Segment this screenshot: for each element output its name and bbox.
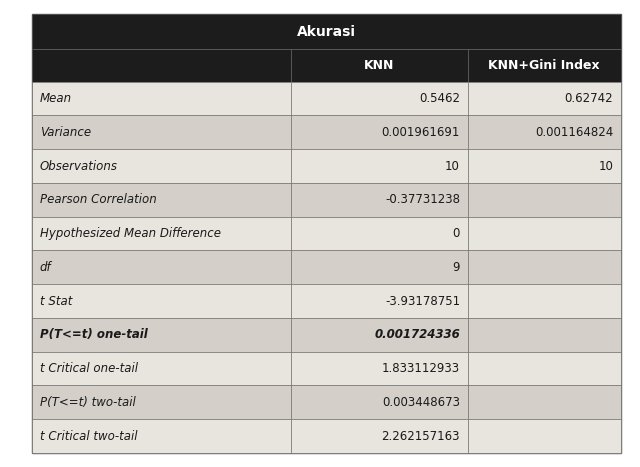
Bar — [468, 419, 621, 453]
Bar — [291, 115, 468, 149]
Text: Mean: Mean — [40, 92, 72, 105]
Text: 0.001164824: 0.001164824 — [535, 126, 613, 139]
Bar — [468, 49, 621, 82]
Text: 2.262157163: 2.262157163 — [381, 430, 460, 443]
Bar — [32, 217, 291, 250]
Text: 0.62742: 0.62742 — [564, 92, 613, 105]
Bar — [468, 149, 621, 183]
Bar — [32, 419, 291, 453]
Bar — [32, 385, 291, 419]
Text: 1.833112933: 1.833112933 — [382, 362, 460, 375]
Bar — [32, 284, 291, 318]
Bar — [468, 82, 621, 115]
Bar — [291, 318, 468, 352]
Bar — [32, 318, 291, 352]
Bar — [468, 284, 621, 318]
Bar — [32, 183, 291, 217]
Text: t Stat: t Stat — [40, 295, 72, 308]
Bar — [32, 149, 291, 183]
Bar — [468, 183, 621, 217]
Bar — [32, 49, 291, 82]
Bar — [32, 82, 291, 115]
Bar — [468, 352, 621, 385]
Bar — [291, 352, 468, 385]
Bar — [468, 217, 621, 250]
Bar — [32, 14, 621, 49]
Text: KNN: KNN — [364, 59, 395, 72]
Text: P(T<=t) one-tail: P(T<=t) one-tail — [40, 328, 147, 341]
Text: t Critical two-tail: t Critical two-tail — [40, 430, 137, 443]
Text: Akurasi: Akurasi — [297, 25, 356, 38]
Bar — [291, 82, 468, 115]
Text: 10: 10 — [598, 160, 613, 173]
Bar — [291, 49, 468, 82]
Text: 9: 9 — [452, 261, 460, 274]
Bar — [32, 250, 291, 284]
Text: Variance: Variance — [40, 126, 91, 139]
Text: Observations: Observations — [40, 160, 118, 173]
Text: 0.003448673: 0.003448673 — [382, 396, 460, 409]
Text: 10: 10 — [445, 160, 460, 173]
Text: -0.37731238: -0.37731238 — [385, 193, 460, 206]
Text: -3.93178751: -3.93178751 — [385, 295, 460, 308]
Text: Hypothesized Mean Difference: Hypothesized Mean Difference — [40, 227, 221, 240]
Bar — [468, 250, 621, 284]
Text: df: df — [40, 261, 51, 274]
Text: Pearson Correlation: Pearson Correlation — [40, 193, 156, 206]
Text: 0.5462: 0.5462 — [419, 92, 460, 105]
Bar — [291, 250, 468, 284]
Bar — [291, 149, 468, 183]
Bar — [291, 183, 468, 217]
Bar — [468, 115, 621, 149]
Text: 0.001961691: 0.001961691 — [381, 126, 460, 139]
Bar — [468, 385, 621, 419]
Bar — [468, 318, 621, 352]
Bar — [291, 385, 468, 419]
Bar — [291, 419, 468, 453]
Bar — [32, 352, 291, 385]
Text: 0: 0 — [452, 227, 460, 240]
Text: KNN+Gini Index: KNN+Gini Index — [488, 59, 600, 72]
Text: 0.001724336: 0.001724336 — [374, 328, 460, 341]
Bar — [32, 115, 291, 149]
Text: P(T<=t) two-tail: P(T<=t) two-tail — [40, 396, 136, 409]
Text: t Critical one-tail: t Critical one-tail — [40, 362, 138, 375]
Bar — [291, 217, 468, 250]
Bar — [291, 284, 468, 318]
